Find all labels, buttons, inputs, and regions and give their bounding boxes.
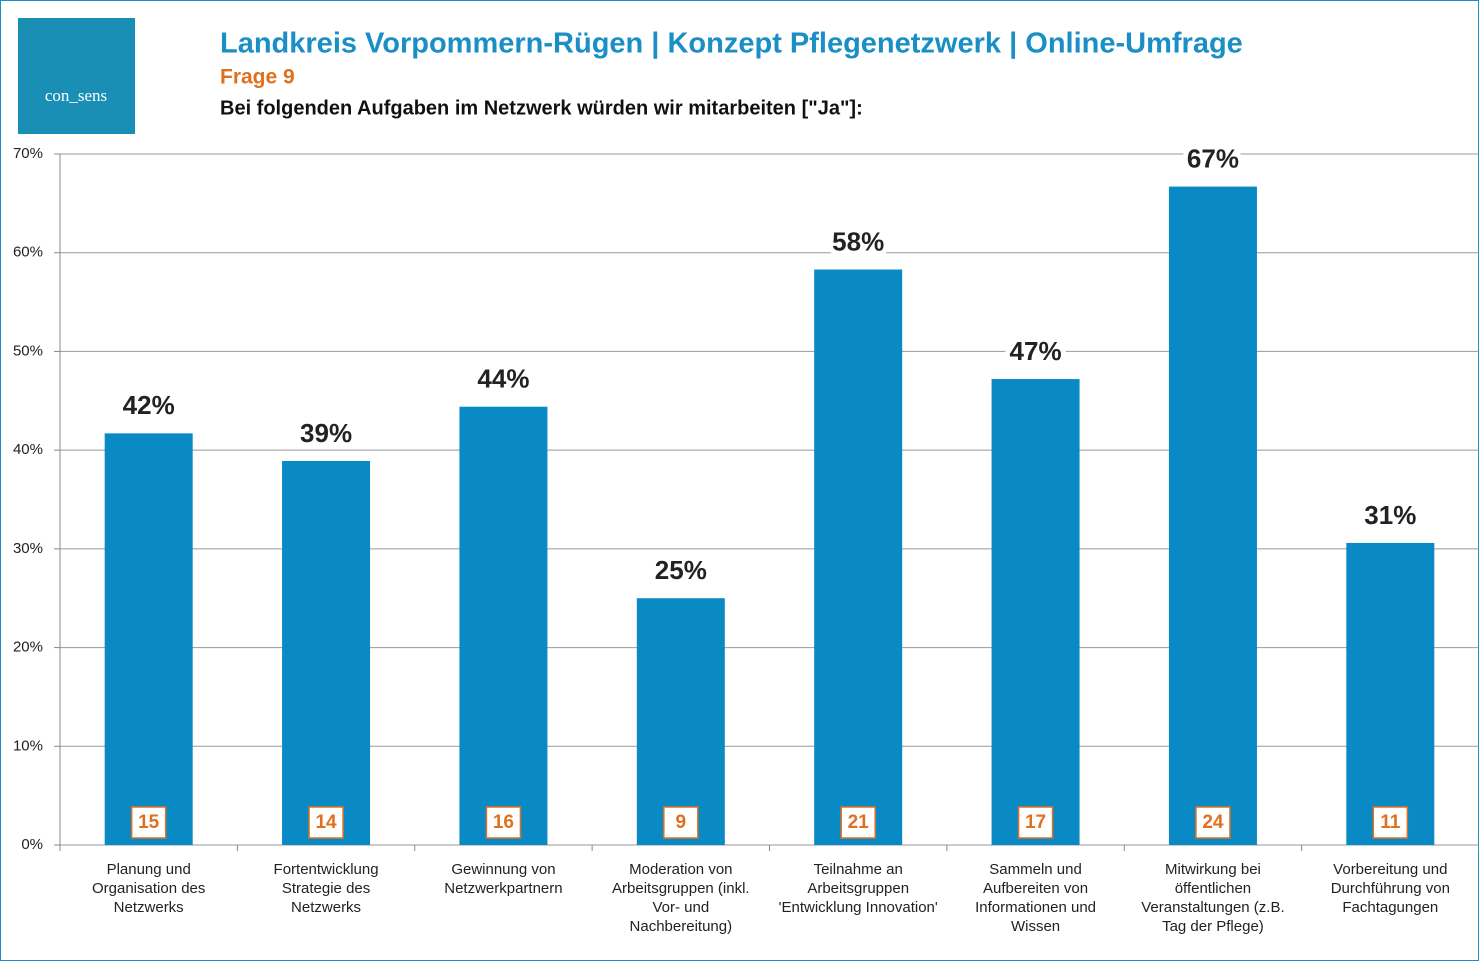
count-box — [485, 806, 522, 839]
y-tick-label: 0% — [21, 836, 43, 853]
x-tick-label: Gewinnung von Netzwerkpartnern — [444, 861, 562, 897]
logo-box — [18, 18, 135, 134]
value-label: 31% — [1364, 500, 1416, 530]
count-label: 11 — [1380, 812, 1401, 833]
bar — [636, 598, 725, 845]
x-tick-label: Mitwirkung bei öffentlichen Veranstaltunge… — [1141, 861, 1284, 935]
bar — [991, 379, 1080, 845]
value-label: 39% — [300, 418, 352, 448]
bar — [282, 461, 371, 845]
x-tick-label: Fortentwicklung Strategie des Netzwerks — [274, 861, 379, 916]
bar — [459, 406, 548, 845]
count-box — [130, 806, 167, 839]
x-tick-label: Sammeln und Aufbereiten von Informationen … — [975, 861, 1096, 935]
bar — [1346, 542, 1435, 845]
value-label: 47% — [1010, 336, 1062, 366]
count-box — [663, 806, 699, 839]
logo: con_sens — [45, 86, 107, 105]
question: Bei folgenden Aufgaben im Netzwerk würde… — [220, 97, 863, 119]
chart-subtitle: Frage 9 — [220, 66, 295, 89]
chart-title: Landkreis Vorpommern-Rügen | Konzept Pfl… — [220, 28, 1243, 60]
count-box — [1195, 806, 1231, 839]
y-tick-label: 50% — [13, 342, 43, 359]
bar — [814, 269, 903, 845]
y-tick-label: 70% — [13, 145, 43, 162]
count-label: 9 — [676, 812, 687, 833]
count-label: 16 — [493, 812, 514, 833]
bar — [104, 433, 193, 845]
value-label: 25% — [655, 555, 707, 585]
x-tick-label: Teilnahme an Arbeitsgruppen 'Entwicklung I… — [779, 861, 938, 916]
count-box — [840, 806, 876, 839]
count-label: 17 — [1025, 812, 1046, 833]
count-label: 24 — [1202, 812, 1224, 833]
count-box — [1017, 806, 1054, 839]
y-tick-label: 40% — [13, 441, 43, 458]
bar — [1168, 186, 1257, 846]
value-label: 67% — [1187, 143, 1239, 173]
value-label: 42% — [123, 390, 175, 420]
y-tick-label: 10% — [13, 737, 43, 754]
x-tick-label: Planung und Organisation des Netzwerks — [92, 861, 205, 916]
y-tick-label: 60% — [13, 244, 43, 261]
value-label: 44% — [477, 364, 529, 394]
count-box — [1372, 806, 1409, 839]
y-tick-label: 30% — [13, 540, 43, 557]
count-label: 14 — [315, 812, 337, 833]
value-label: 58% — [832, 226, 884, 256]
x-tick-label: Vorbereitung und Durchführung von Fachtagu… — [1331, 861, 1450, 916]
count-box — [308, 806, 344, 839]
count-label: 15 — [138, 812, 160, 833]
count-label: 21 — [848, 812, 870, 833]
y-tick-label: 20% — [13, 639, 43, 656]
x-tick-label: Moderation von Arbeitsgruppen (inkl. Vor- … — [612, 861, 750, 935]
